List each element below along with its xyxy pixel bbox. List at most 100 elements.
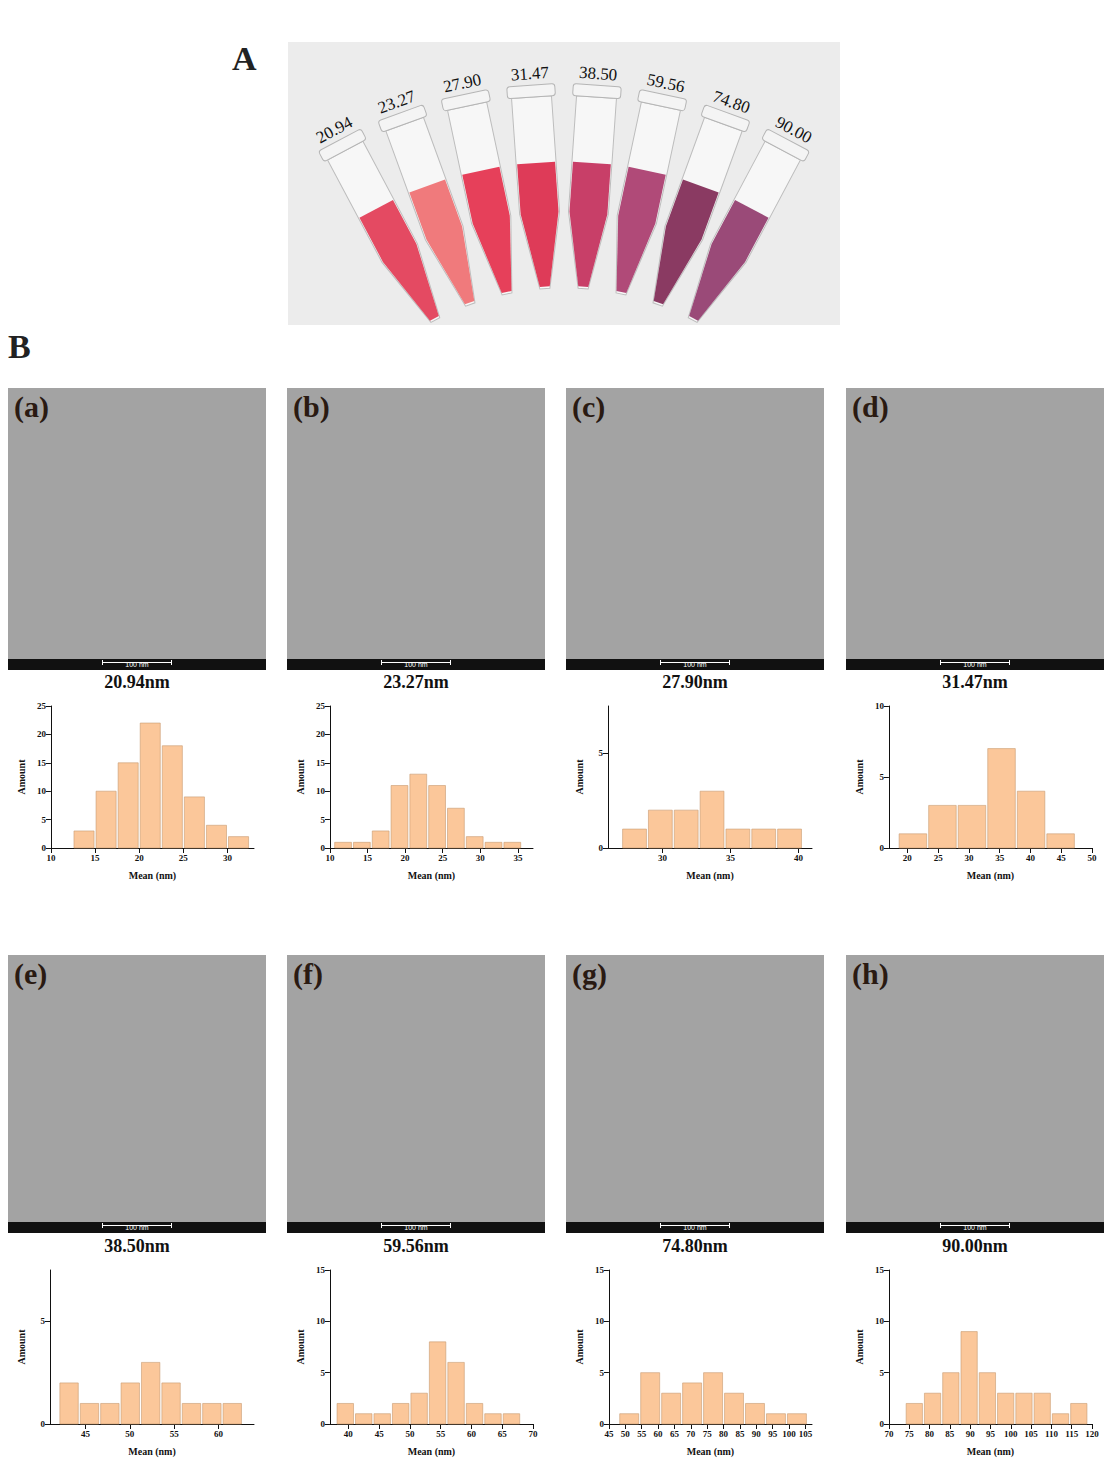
svg-text:100: 100 (1004, 1429, 1018, 1439)
svg-text:65: 65 (670, 1429, 680, 1439)
svg-text:Amount: Amount (16, 1329, 27, 1365)
svg-text:50: 50 (405, 1429, 415, 1439)
svg-text:10: 10 (316, 786, 326, 796)
svg-text:95: 95 (768, 1429, 778, 1439)
svg-text:90: 90 (966, 1429, 976, 1439)
svg-text:25: 25 (438, 853, 448, 863)
svg-text:115: 115 (1065, 1429, 1079, 1439)
svg-text:25: 25 (179, 853, 189, 863)
svg-text:23.27: 23.27 (375, 86, 418, 117)
svg-text:5: 5 (879, 1368, 884, 1378)
svg-text:38.50: 38.50 (578, 63, 617, 85)
svg-text:55: 55 (637, 1429, 647, 1439)
svg-text:Mean (nm): Mean (nm) (408, 870, 456, 882)
svg-text:10: 10 (875, 701, 885, 711)
svg-text:55: 55 (170, 1429, 180, 1439)
svg-text:90.00: 90.00 (772, 112, 815, 147)
svg-text:55: 55 (436, 1429, 446, 1439)
svg-text:5: 5 (320, 1368, 325, 1378)
svg-text:0: 0 (41, 1419, 46, 1429)
svg-text:35: 35 (726, 853, 736, 863)
svg-text:70: 70 (686, 1429, 696, 1439)
svg-text:15: 15 (316, 1265, 326, 1275)
svg-text:40: 40 (794, 853, 804, 863)
svg-text:45: 45 (1057, 853, 1067, 863)
svg-text:65: 65 (498, 1429, 508, 1439)
svg-text:85: 85 (945, 1429, 955, 1439)
svg-text:75: 75 (905, 1429, 915, 1439)
svg-text:120: 120 (1085, 1429, 1099, 1439)
svg-text:20: 20 (37, 729, 47, 739)
svg-text:10: 10 (316, 1316, 326, 1326)
svg-text:5: 5 (599, 748, 604, 758)
svg-text:5: 5 (41, 1316, 46, 1326)
svg-text:20: 20 (316, 729, 326, 739)
svg-text:Mean (nm): Mean (nm) (967, 870, 1015, 882)
svg-text:Amount: Amount (574, 1329, 585, 1365)
svg-text:Mean (nm): Mean (nm) (128, 1446, 176, 1458)
svg-text:110: 110 (1045, 1429, 1059, 1439)
svg-text:25: 25 (37, 701, 47, 711)
svg-text:0: 0 (41, 843, 46, 853)
svg-text:90: 90 (752, 1429, 762, 1439)
svg-text:20.94: 20.94 (313, 112, 356, 147)
svg-text:Mean (nm): Mean (nm) (687, 1446, 735, 1458)
svg-text:0: 0 (320, 843, 325, 853)
svg-text:35: 35 (995, 853, 1005, 863)
svg-text:30: 30 (658, 853, 668, 863)
svg-text:20: 20 (135, 853, 145, 863)
svg-text:Mean (nm): Mean (nm) (686, 870, 734, 882)
svg-text:10: 10 (875, 1316, 885, 1326)
svg-text:70: 70 (529, 1429, 539, 1439)
svg-text:30: 30 (964, 853, 974, 863)
svg-text:80: 80 (719, 1429, 729, 1439)
svg-text:10: 10 (325, 853, 335, 863)
svg-text:15: 15 (37, 758, 47, 768)
svg-text:5: 5 (41, 815, 46, 825)
svg-text:27.90: 27.90 (442, 70, 483, 97)
svg-text:35: 35 (513, 853, 523, 863)
svg-text:15: 15 (91, 853, 101, 863)
svg-text:10: 10 (595, 1316, 605, 1326)
svg-text:60: 60 (467, 1429, 477, 1439)
svg-text:10: 10 (46, 853, 56, 863)
svg-text:45: 45 (375, 1429, 385, 1439)
svg-text:75: 75 (703, 1429, 713, 1439)
svg-text:74.80: 74.80 (710, 87, 752, 118)
svg-text:0: 0 (879, 1419, 884, 1429)
svg-text:Amount: Amount (854, 759, 865, 795)
svg-text:10: 10 (37, 786, 47, 796)
svg-text:15: 15 (595, 1265, 605, 1275)
svg-text:0: 0 (599, 1419, 604, 1429)
svg-text:30: 30 (223, 853, 233, 863)
svg-text:40: 40 (344, 1429, 354, 1439)
svg-text:45: 45 (604, 1429, 614, 1439)
svg-text:80: 80 (925, 1429, 935, 1439)
svg-text:25: 25 (316, 701, 326, 711)
svg-text:50: 50 (621, 1429, 631, 1439)
svg-text:50: 50 (125, 1429, 135, 1439)
svg-text:Mean (nm): Mean (nm) (408, 1446, 456, 1458)
svg-text:105: 105 (799, 1429, 813, 1439)
svg-text:15: 15 (316, 758, 326, 768)
svg-text:Amount: Amount (854, 1329, 865, 1365)
svg-text:5: 5 (599, 1368, 604, 1378)
svg-text:Amount: Amount (295, 1329, 306, 1365)
svg-text:40: 40 (1026, 853, 1036, 863)
svg-text:31.47: 31.47 (510, 63, 550, 85)
svg-text:59.56: 59.56 (645, 70, 686, 97)
svg-text:5: 5 (320, 815, 325, 825)
svg-text:70: 70 (884, 1429, 894, 1439)
svg-text:5: 5 (879, 772, 884, 782)
svg-text:25: 25 (934, 853, 944, 863)
svg-text:0: 0 (320, 1419, 325, 1429)
svg-text:85: 85 (735, 1429, 745, 1439)
svg-text:60: 60 (654, 1429, 664, 1439)
svg-text:50: 50 (1088, 853, 1098, 863)
svg-text:100: 100 (782, 1429, 796, 1439)
svg-text:20: 20 (903, 853, 913, 863)
svg-text:15: 15 (875, 1265, 885, 1275)
svg-text:95: 95 (986, 1429, 996, 1439)
svg-text:15: 15 (363, 853, 373, 863)
svg-text:105: 105 (1024, 1429, 1038, 1439)
